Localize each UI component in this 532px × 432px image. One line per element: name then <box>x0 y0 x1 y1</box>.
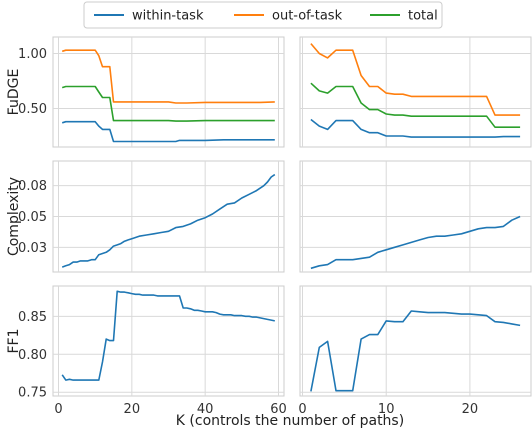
panels: FuDGE Complexity FF1 0.50 1.00 0.03 0.05 0.08 0 2… <box>6 36 532 417</box>
legend: within-task out-of-task total <box>83 1 443 29</box>
series-line-within-task <box>61 290 275 381</box>
panel-r0-c1 <box>299 36 532 148</box>
panel-r1-c1 <box>299 160 532 273</box>
x-axis-label: K (controls the number of paths) <box>176 413 404 429</box>
panel-r1-c0: 0.03 0.05 0.08 <box>18 160 285 273</box>
x-tick-label: 20 <box>462 402 479 417</box>
x-tick-label: 0 <box>54 402 62 417</box>
panel-frame <box>299 36 532 148</box>
series-line-within-task <box>310 215 521 270</box>
panel-frame <box>299 285 532 397</box>
series-line-within-task <box>61 173 276 268</box>
x-tick-label: 20 <box>124 402 141 417</box>
y-tick-label: 0.50 <box>18 102 47 117</box>
x-tick-label: 0 <box>298 402 306 417</box>
series-line-total <box>61 85 275 122</box>
series-line-out-of-task <box>310 43 521 116</box>
legend-label-out-of-task: out-of-task <box>272 9 343 24</box>
series-line-within-task <box>61 120 275 143</box>
legend-label-total: total <box>408 9 438 24</box>
y-tick-label: 0.08 <box>18 179 47 194</box>
panel-frame <box>52 36 285 148</box>
panel-r0-c0: 0.50 1.00 <box>18 36 285 148</box>
series-line-within-task <box>310 310 521 392</box>
panel-r2-c0: 0 20 40 60 0.75 0.80 0.85 <box>18 285 287 417</box>
series-line-within-task <box>310 118 521 138</box>
y-tick-label: 1.00 <box>18 47 47 62</box>
x-tick-label: 40 <box>197 402 214 417</box>
y-axis-label-row-2: FF1 <box>6 328 22 353</box>
x-tick-label: 60 <box>270 402 287 417</box>
legend-label-within-task: within-task <box>132 9 204 24</box>
y-axis-label-row-0: FuDGE <box>6 69 22 116</box>
y-tick-label: 0.03 <box>18 241 47 256</box>
panel-frame <box>52 285 285 397</box>
series-line-total <box>310 82 521 128</box>
panel-r2-c1: 0 10 20 <box>298 285 532 417</box>
y-axis-label-row-1: Complexity <box>6 177 22 256</box>
series-line-out-of-task <box>61 49 275 104</box>
y-tick-label: 0.75 <box>18 386 47 401</box>
x-tick-label: 10 <box>378 402 395 417</box>
y-tick-label: 0.05 <box>18 210 47 225</box>
y-tick-label: 0.80 <box>18 348 47 363</box>
y-tick-label: 0.85 <box>18 310 47 325</box>
